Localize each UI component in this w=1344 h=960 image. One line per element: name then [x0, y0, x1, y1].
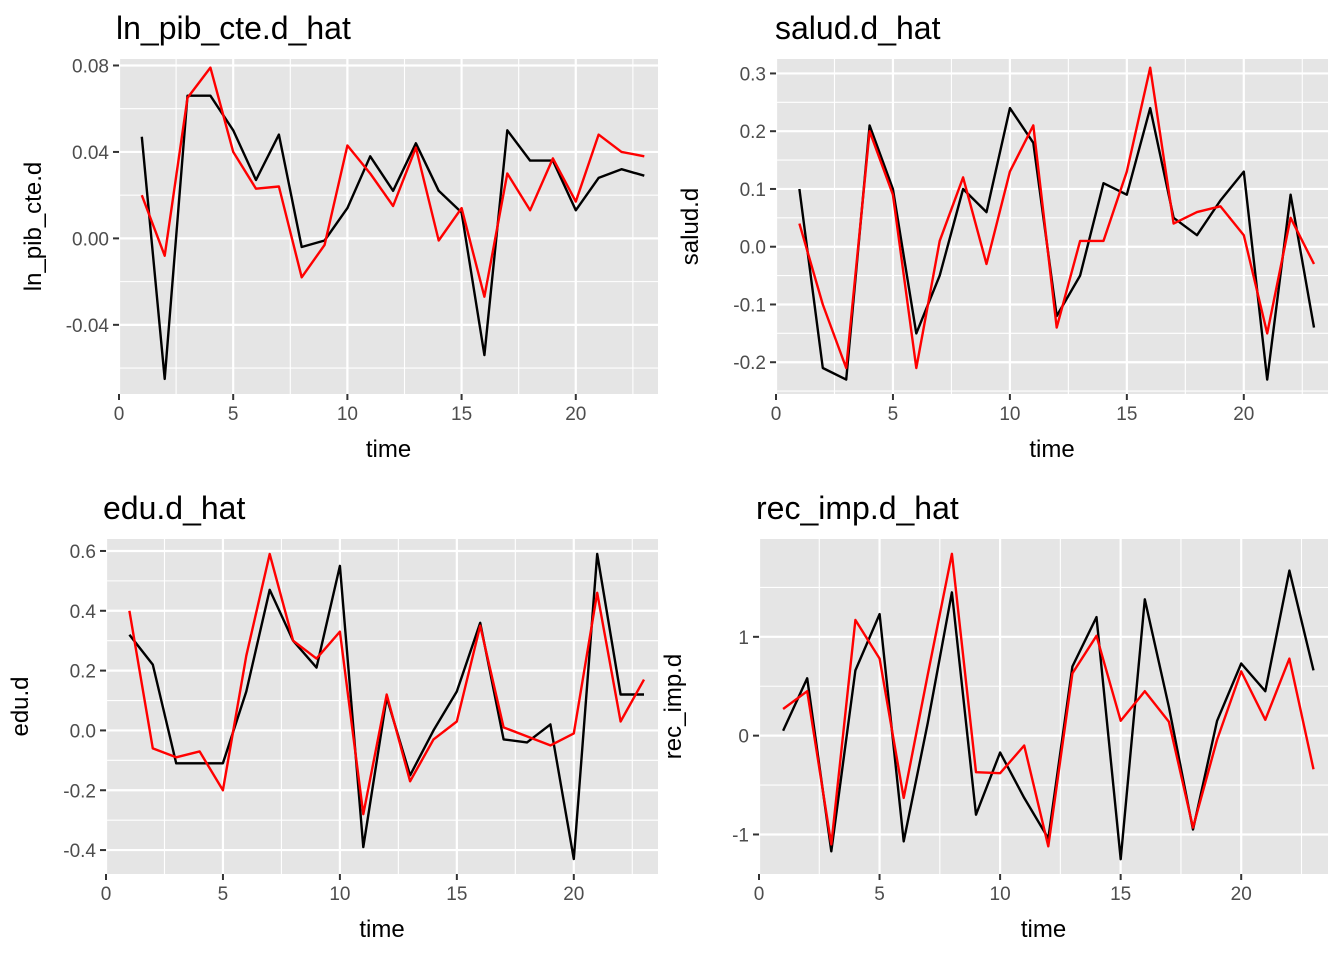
- x-tick-label: 20: [1233, 404, 1254, 425]
- plot-area: [104, 539, 658, 874]
- series-line-red: [798, 66, 1316, 370]
- plot-area: [117, 59, 658, 394]
- y-tick-label: 1: [738, 628, 749, 649]
- x-tick-label: 15: [1110, 884, 1131, 905]
- panel-edu: edu.d_hat 0 5 10 15 20 -0.4 -0.2 0.0 0.2 0.4 0.6 ti…: [7, 490, 658, 943]
- panel-title: edu.d_hat: [103, 490, 245, 526]
- panel-background: [776, 59, 1328, 394]
- y-tick-label: 0.1: [740, 180, 766, 201]
- x-axis-label: time: [359, 916, 404, 943]
- panel-ln-pib-cte: ln_pib_cte.d_hat 0 5 10 15 20 -0.04 0.00 0.04 0.…: [20, 10, 658, 463]
- y-axis-label: rec_imp.d: [660, 654, 687, 759]
- panel-background: [106, 539, 658, 874]
- axes: 0 5 10 15 20 -0.04 0.00 0.04 0.08 time ln_pib_cte.…: [20, 56, 586, 463]
- x-tick-label: 15: [446, 884, 467, 905]
- x-tick-label: 0: [114, 404, 125, 425]
- panel-background: [119, 59, 658, 394]
- x-tick-label: 20: [563, 884, 584, 905]
- x-tick-label: 15: [451, 404, 472, 425]
- y-tick-label: 0: [738, 727, 749, 748]
- y-axis-label: ln_pib_cte.d: [20, 162, 47, 291]
- x-tick-label: 10: [990, 884, 1011, 905]
- y-axis-label: salud.d: [677, 188, 704, 265]
- y-tick-label: 0.4: [70, 602, 97, 623]
- panel-background: [759, 539, 1328, 874]
- plot-area: [757, 539, 1328, 874]
- y-tick-label: 0.0: [740, 238, 766, 259]
- y-tick-label: -0.1: [733, 295, 766, 316]
- series-line-black: [798, 106, 1316, 381]
- x-tick-label: 15: [1116, 404, 1137, 425]
- series-line-black: [140, 94, 645, 381]
- y-tick-label: 0.2: [70, 662, 96, 683]
- x-tick-label: 0: [101, 884, 112, 905]
- panel-salud: salud.d_hat 0 5 10 15 20 -0.2 -0.1 0.0 0.1 0.2 0.3…: [677, 10, 1328, 463]
- series-line-red: [128, 552, 646, 816]
- panel-title: rec_imp.d_hat: [756, 490, 959, 526]
- x-tick-label: 10: [999, 404, 1020, 425]
- x-tick-label: 20: [565, 404, 586, 425]
- y-tick-label: -0.2: [63, 781, 96, 802]
- panel-rec-imp: rec_imp.d_hat 0 5 10 15 20 -1 0 1 time rec_imp.d: [660, 490, 1328, 943]
- y-axis-label: edu.d: [7, 676, 34, 736]
- y-tick-label: 0.0: [70, 721, 96, 742]
- panel-title: ln_pib_cte.d_hat: [116, 10, 351, 46]
- x-tick-label: 20: [1231, 884, 1252, 905]
- x-axis-label: time: [1021, 916, 1066, 943]
- series-line-red: [140, 66, 645, 298]
- x-tick-label: 5: [888, 404, 899, 425]
- gridlines: [104, 539, 658, 874]
- y-tick-label: -1: [732, 825, 749, 846]
- axes: 0 5 10 15 20 -0.4 -0.2 0.0 0.2 0.4 0.6 time edu.d: [7, 542, 584, 943]
- y-tick-label: 0.04: [72, 143, 109, 164]
- y-tick-label: 0.08: [72, 56, 109, 77]
- x-tick-label: 0: [771, 404, 782, 425]
- y-tick-label: 0.00: [72, 229, 109, 250]
- x-tick-label: 10: [329, 884, 350, 905]
- series-line-red: [782, 552, 1315, 848]
- y-tick-label: 0.6: [70, 542, 96, 563]
- panel-title: salud.d_hat: [775, 10, 941, 46]
- x-tick-label: 5: [874, 884, 885, 905]
- y-tick-label: 0.3: [740, 64, 766, 85]
- x-tick-label: 5: [228, 404, 239, 425]
- axes: 0 5 10 15 20 -0.2 -0.1 0.0 0.1 0.2 0.3 time salud.d: [677, 64, 1254, 463]
- x-tick-label: 5: [218, 884, 229, 905]
- y-tick-label: -0.04: [66, 316, 110, 337]
- gridlines: [117, 59, 658, 394]
- gridlines: [774, 59, 1328, 394]
- y-tick-label: -0.4: [63, 841, 96, 862]
- x-tick-label: 10: [337, 404, 358, 425]
- y-tick-label: 0.2: [740, 122, 766, 143]
- gridlines: [757, 539, 1328, 874]
- plot-area: [774, 59, 1328, 394]
- y-tick-label: -0.2: [733, 353, 766, 374]
- axes: 0 5 10 15 20 -1 0 1 time rec_imp.d: [660, 628, 1252, 943]
- x-axis-label: time: [1029, 436, 1074, 463]
- x-tick-label: 0: [754, 884, 765, 905]
- x-axis-label: time: [366, 436, 411, 463]
